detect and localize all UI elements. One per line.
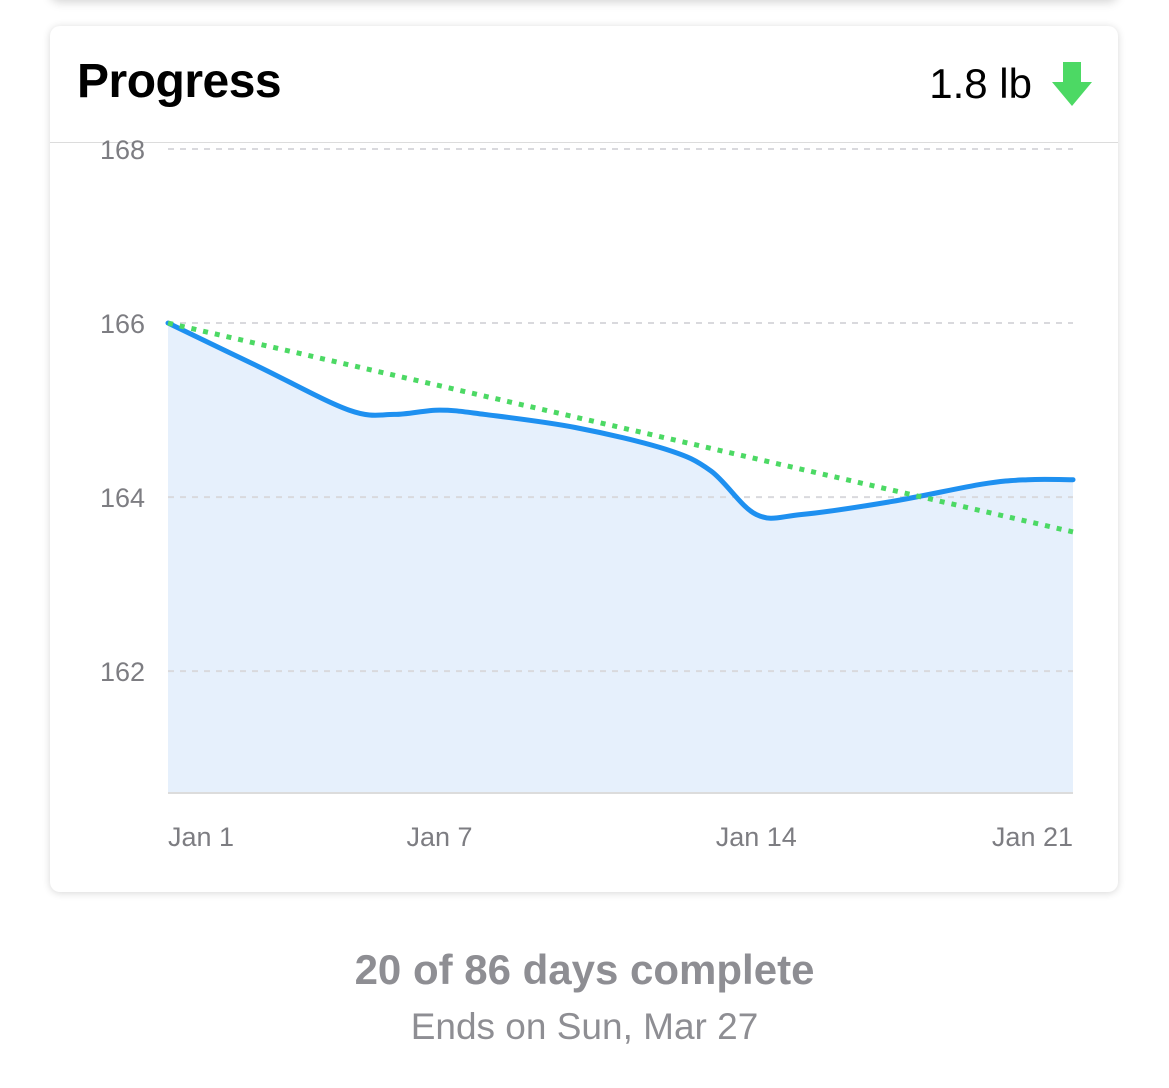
- end-date-label: Ends on Sun, Mar 27: [410, 1006, 759, 1047]
- y-tick-label: 168: [100, 135, 145, 165]
- x-tick-label: Jan 7: [406, 822, 472, 852]
- y-tick-label: 166: [100, 309, 145, 339]
- weight-chart[interactable]: 168 166 164 162 Jan 1 Jan 7 Jan 14 Jan 21: [50, 26, 1118, 892]
- weight-line: [165, 320, 1076, 521]
- weight-change-value: 1.8 lb: [929, 60, 1032, 107]
- card-header: Progress 1.8 lb: [50, 26, 1118, 143]
- progress-card[interactable]: Progress 1.8 lb 168 166 164 162 Jan 1 Jan 7 Ja…: [50, 26, 1118, 892]
- weight-area-fill: [168, 323, 1073, 793]
- days-complete-label: 20 of 86 days complete: [354, 946, 815, 993]
- x-tick-label: Jan 21: [992, 822, 1073, 852]
- card-title: Progress: [77, 55, 282, 108]
- x-tick-label: Jan 14: [716, 822, 797, 852]
- y-tick-label: 164: [100, 483, 145, 513]
- x-tick-label: Jan 1: [168, 822, 234, 852]
- y-tick-label: 162: [100, 657, 145, 687]
- down-arrow-icon: [1052, 62, 1092, 106]
